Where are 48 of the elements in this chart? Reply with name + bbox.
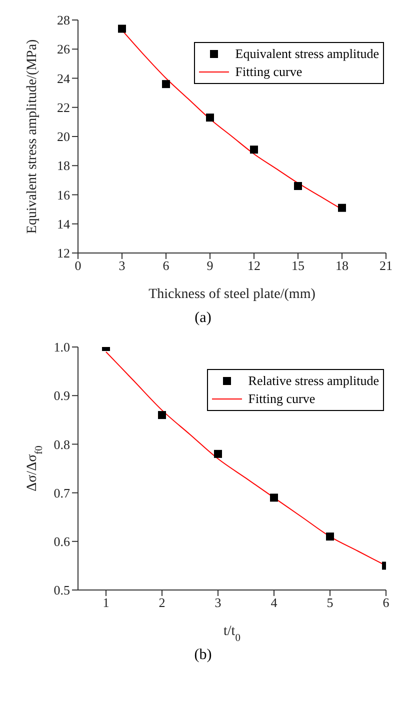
x-tick-label: 3 — [118, 258, 126, 274]
x-tick-label: 21 — [380, 258, 392, 274]
x-tick-label: 4 — [270, 595, 278, 610]
point — [158, 411, 166, 420]
x-tick-label: 2 — [158, 595, 166, 610]
legend-label: Equivalent stress amplitude — [235, 45, 379, 63]
point — [326, 532, 334, 541]
x-tick-label: 5 — [326, 595, 334, 610]
point — [206, 114, 214, 122]
point — [118, 24, 126, 33]
x-axis-title: Thickness of steel plate/(mm) — [148, 287, 316, 302]
point — [338, 204, 346, 212]
point — [294, 182, 302, 190]
y-axis-title: Equivalent stress amplitude/(MPa) — [25, 38, 40, 234]
y-tick-label: 12 — [57, 246, 70, 261]
x-tick-label: 18 — [336, 258, 348, 274]
y-tick-label: 0.9 — [54, 388, 70, 404]
point — [270, 494, 278, 502]
x-tick-label: 12 — [248, 258, 260, 274]
y-tick-label: 18 — [57, 158, 70, 174]
y-tick-label: 0.7 — [54, 485, 70, 500]
y-tick-label: 1.0 — [54, 340, 70, 355]
y-tick-label: 22 — [57, 100, 70, 115]
x-tick-label: 9 — [206, 258, 214, 274]
x-tick-label: 3 — [214, 595, 222, 610]
y-tick-label: 28 — [57, 12, 70, 28]
point — [250, 146, 258, 154]
text: (b) — [193, 647, 213, 664]
y-tick-label: 20 — [57, 129, 70, 144]
y-tick-label: 0.5 — [54, 582, 70, 598]
point — [214, 450, 222, 458]
x-tick-label: 15 — [292, 258, 304, 274]
legend-label: Fitting curve — [248, 390, 316, 408]
legend-label: Fitting curve — [235, 63, 302, 81]
y-tick-label: 0.8 — [54, 436, 70, 452]
y-tick-label: 0.6 — [54, 534, 70, 550]
x-tick-label: 6 — [382, 595, 390, 610]
text: (a) — [194, 310, 212, 327]
point — [162, 80, 170, 88]
y-tick-label: 14 — [57, 216, 70, 232]
x-tick-label: 6 — [162, 258, 170, 274]
y-tick-label: 24 — [57, 70, 70, 86]
legend-label: Relative stress amplitude — [248, 372, 379, 390]
y-tick-label: 16 — [57, 187, 70, 202]
x-axis-title: t/t$_{0}$ — [224, 624, 240, 644]
x-tick-label: 1 — [102, 595, 110, 610]
y-tick-label: 26 — [57, 42, 70, 57]
x-tick-label: 0 — [74, 258, 82, 274]
